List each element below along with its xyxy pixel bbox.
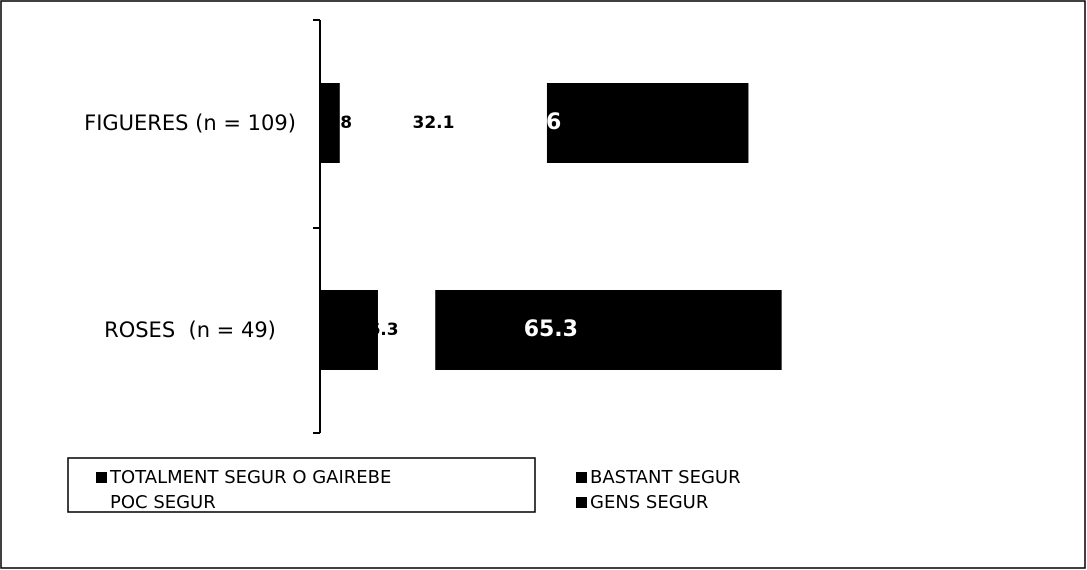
category-label: ROSES (n = 49): [104, 317, 276, 342]
data-label: 2.8: [322, 113, 352, 133]
data-label: 32.1: [412, 113, 454, 133]
data-label: 65.3: [524, 317, 578, 342]
category-label: FIGUERES (n = 109): [84, 110, 296, 135]
legend-swatch: [576, 472, 587, 483]
legend-swatch: [576, 497, 587, 508]
bar-segment: [320, 83, 340, 163]
legend-label: POC SEGUR: [110, 492, 216, 513]
data-label: 8.2: [322, 320, 352, 340]
bar-segment: [320, 290, 378, 370]
legend-box: [67, 457, 536, 513]
legend-swatch: [96, 472, 107, 483]
legend-label: GENS SEGUR: [590, 492, 708, 513]
legend-swatch: [96, 497, 107, 508]
legend-label: TOTALMENT SEGUR O GAIREBE: [109, 467, 391, 488]
legend-label: BASTANT SEGUR: [590, 467, 741, 488]
bar-segment: [320, 83, 547, 163]
